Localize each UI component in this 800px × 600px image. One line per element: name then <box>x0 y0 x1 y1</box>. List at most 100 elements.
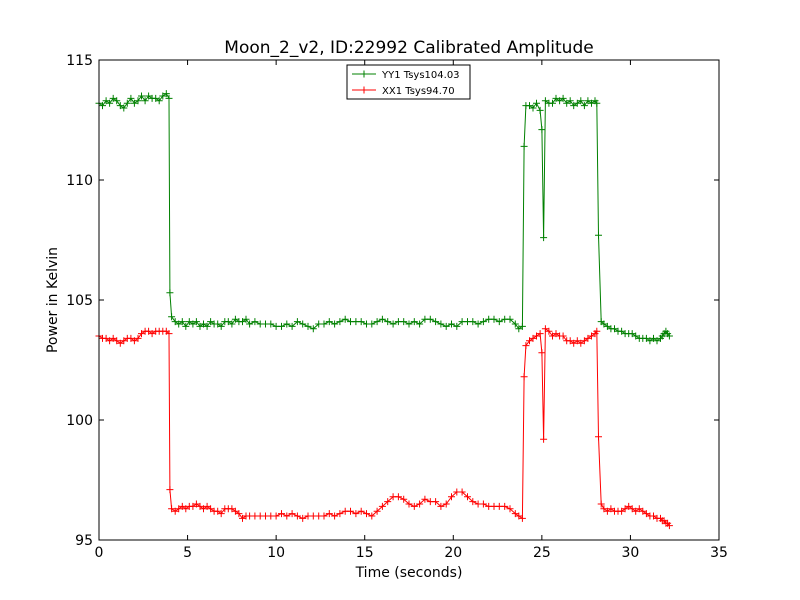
data-point <box>182 322 190 330</box>
data-point <box>566 97 574 105</box>
data-point <box>432 318 440 326</box>
legend-entries: YY1 Tsys104.03 XX1 Tsys94.70 <box>352 70 460 97</box>
x-tick-label: 5 <box>183 545 192 561</box>
data-point <box>536 106 544 114</box>
data-point <box>474 320 482 328</box>
data-point <box>416 320 424 328</box>
data-point <box>283 320 291 328</box>
y-tick-label: 105 <box>66 293 93 309</box>
data-point <box>203 322 211 330</box>
data-point <box>479 318 487 326</box>
data-point <box>224 318 232 326</box>
data-point <box>357 318 365 326</box>
data-point <box>373 507 381 515</box>
data-point <box>540 435 548 443</box>
data-point <box>506 315 514 323</box>
data-point <box>453 322 461 330</box>
series-layer <box>95 90 673 530</box>
data-point <box>400 318 408 326</box>
data-point <box>120 104 128 112</box>
series-1 <box>95 325 673 530</box>
data-point <box>584 334 592 342</box>
data-point <box>511 320 519 328</box>
data-point <box>432 498 440 506</box>
data-point <box>479 500 487 508</box>
data-point <box>127 94 135 102</box>
data-point <box>165 94 173 102</box>
data-point <box>559 94 567 102</box>
data-point <box>320 320 328 328</box>
data-point <box>442 322 450 330</box>
data-point <box>559 332 567 340</box>
data-point <box>384 498 392 506</box>
data-point <box>538 126 546 134</box>
data-point <box>278 322 285 330</box>
data-point <box>506 505 514 513</box>
data-point <box>545 327 553 335</box>
data-point <box>639 507 647 515</box>
data-point <box>632 507 640 515</box>
x-axis-label: Time (seconds) <box>355 565 463 581</box>
data-point <box>595 231 602 239</box>
data-point <box>192 318 200 326</box>
data-point <box>584 97 592 105</box>
data-point <box>580 102 588 110</box>
x-tick-label: 35 <box>710 545 728 561</box>
data-point <box>235 510 243 518</box>
data-point <box>538 349 546 357</box>
data-point <box>533 332 540 340</box>
data-point <box>242 315 250 323</box>
data-point <box>246 320 254 328</box>
y-tick-label: 100 <box>66 413 93 429</box>
data-point <box>293 512 301 520</box>
data-point <box>166 289 174 297</box>
data-point <box>331 320 339 328</box>
y-tick-label: 115 <box>66 53 93 69</box>
data-point <box>442 500 450 508</box>
data-point <box>130 337 138 345</box>
data-point <box>394 493 402 501</box>
data-point <box>267 320 275 328</box>
data-point <box>593 327 601 335</box>
data-point <box>378 315 386 323</box>
data-point <box>405 320 413 328</box>
data-point <box>363 510 370 518</box>
data-point <box>577 339 585 347</box>
data-point <box>320 512 328 520</box>
data-point <box>410 318 418 326</box>
x-tick-label: 25 <box>533 545 551 561</box>
data-point <box>389 320 397 328</box>
data-point <box>448 320 455 328</box>
data-point <box>278 510 285 518</box>
data-point <box>113 97 121 105</box>
data-point <box>217 510 225 518</box>
data-point <box>400 495 408 503</box>
plot-area <box>99 60 719 540</box>
data-point <box>384 318 392 326</box>
data-point <box>309 325 317 333</box>
data-point <box>378 502 386 510</box>
data-point <box>336 318 344 326</box>
data-point <box>607 505 615 513</box>
data-point <box>192 500 200 508</box>
data-point <box>410 502 418 510</box>
data-point <box>299 320 307 328</box>
data-point <box>106 99 114 107</box>
data-point <box>469 318 477 326</box>
data-point <box>168 313 176 321</box>
x-tick-label: 15 <box>356 545 374 561</box>
data-point <box>495 318 503 326</box>
data-point <box>331 512 339 520</box>
data-point <box>293 318 301 326</box>
data-point <box>99 102 106 110</box>
data-point <box>288 322 296 330</box>
data-point <box>113 337 121 345</box>
data-point <box>458 488 466 496</box>
data-point <box>522 342 530 350</box>
data-point <box>175 505 183 513</box>
data-point <box>665 522 673 530</box>
data-point <box>621 505 629 513</box>
data-point <box>251 318 259 326</box>
data-point <box>336 510 344 518</box>
